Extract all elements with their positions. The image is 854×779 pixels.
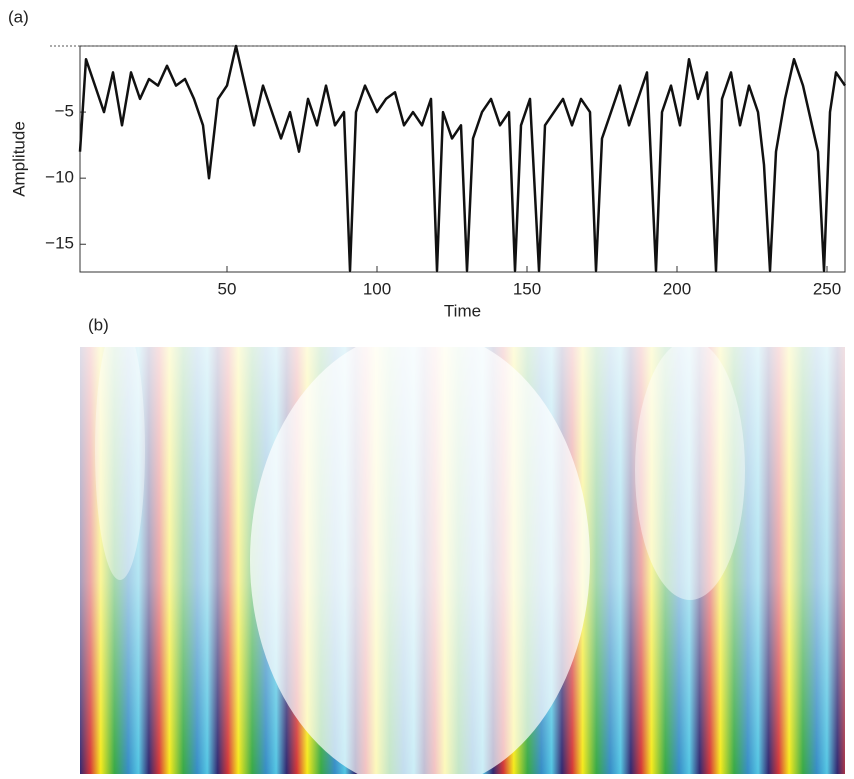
x-tick-label: 250 (813, 279, 841, 298)
y-tick-label: −15 (45, 234, 74, 253)
panel-label: (a) (8, 7, 29, 26)
x-tick-label: 100 (363, 279, 391, 298)
x-tick-label: 200 (663, 279, 691, 298)
x-tick-label: 50 (218, 279, 237, 298)
x-tick-label: 150 (513, 279, 541, 298)
wavelet-phase-image (80, 320, 845, 779)
data-line (78, 44, 847, 272)
y-axis-label: Amplitude (9, 121, 28, 197)
x-axis-label: Time (444, 301, 481, 320)
y-tick-label: −10 (45, 168, 74, 187)
panel-label: (b) (88, 315, 109, 334)
y-tick-label: −5 (55, 102, 74, 121)
